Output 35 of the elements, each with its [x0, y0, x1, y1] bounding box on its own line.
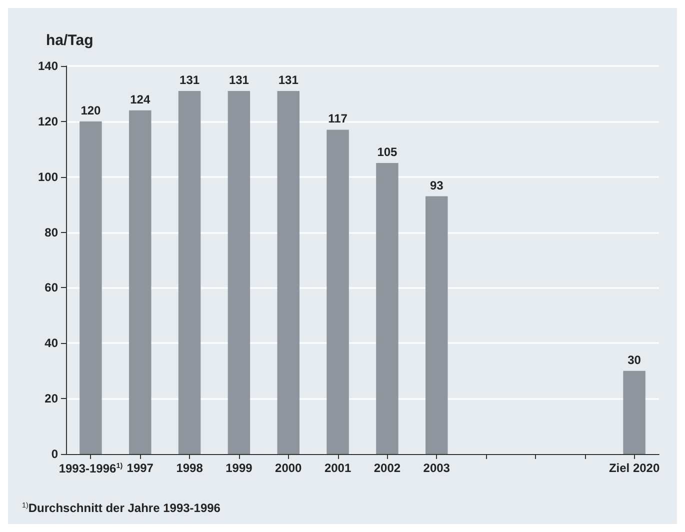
- bar: [623, 370, 646, 454]
- data-label: 93: [430, 178, 444, 192]
- bar: [129, 110, 152, 454]
- bar: [326, 130, 349, 454]
- y-tick-label: 0: [51, 447, 58, 461]
- y-tick-label: 20: [44, 392, 58, 406]
- y-tick-label: 60: [44, 280, 58, 295]
- y-tick-label: 100: [38, 170, 58, 184]
- data-label: 117: [328, 112, 348, 126]
- bar: [80, 121, 102, 454]
- bar: [228, 90, 250, 454]
- data-label: 131: [180, 72, 200, 87]
- y-axis-title: ha/Tag: [46, 32, 94, 49]
- data-label: 30: [628, 352, 642, 367]
- bar: [277, 90, 300, 454]
- y-tick-label: 140: [38, 59, 58, 73]
- y-tick-label: 120: [38, 114, 58, 128]
- x-tick-label: 1998: [176, 461, 204, 475]
- x-tick-label: Ziel 2020: [608, 461, 660, 475]
- x-tick-label: 2001: [324, 461, 352, 475]
- y-tick-label: 40: [44, 336, 58, 350]
- bar: [178, 90, 201, 454]
- data-label: 131: [278, 72, 299, 87]
- x-tick-label: 1999: [226, 461, 253, 475]
- data-label: 120: [80, 103, 102, 118]
- bar: [426, 196, 448, 454]
- data-label: 131: [228, 72, 250, 87]
- data-label: 124: [130, 92, 150, 106]
- x-tick-label: 2002: [374, 461, 401, 475]
- x-tick-label: 2003: [423, 461, 450, 475]
- x-tick-label: 2000: [275, 461, 302, 475]
- data-label: 105: [377, 145, 398, 159]
- x-tick-label: 1997: [126, 461, 154, 475]
- bar: [376, 163, 398, 454]
- y-tick-label: 80: [44, 225, 58, 240]
